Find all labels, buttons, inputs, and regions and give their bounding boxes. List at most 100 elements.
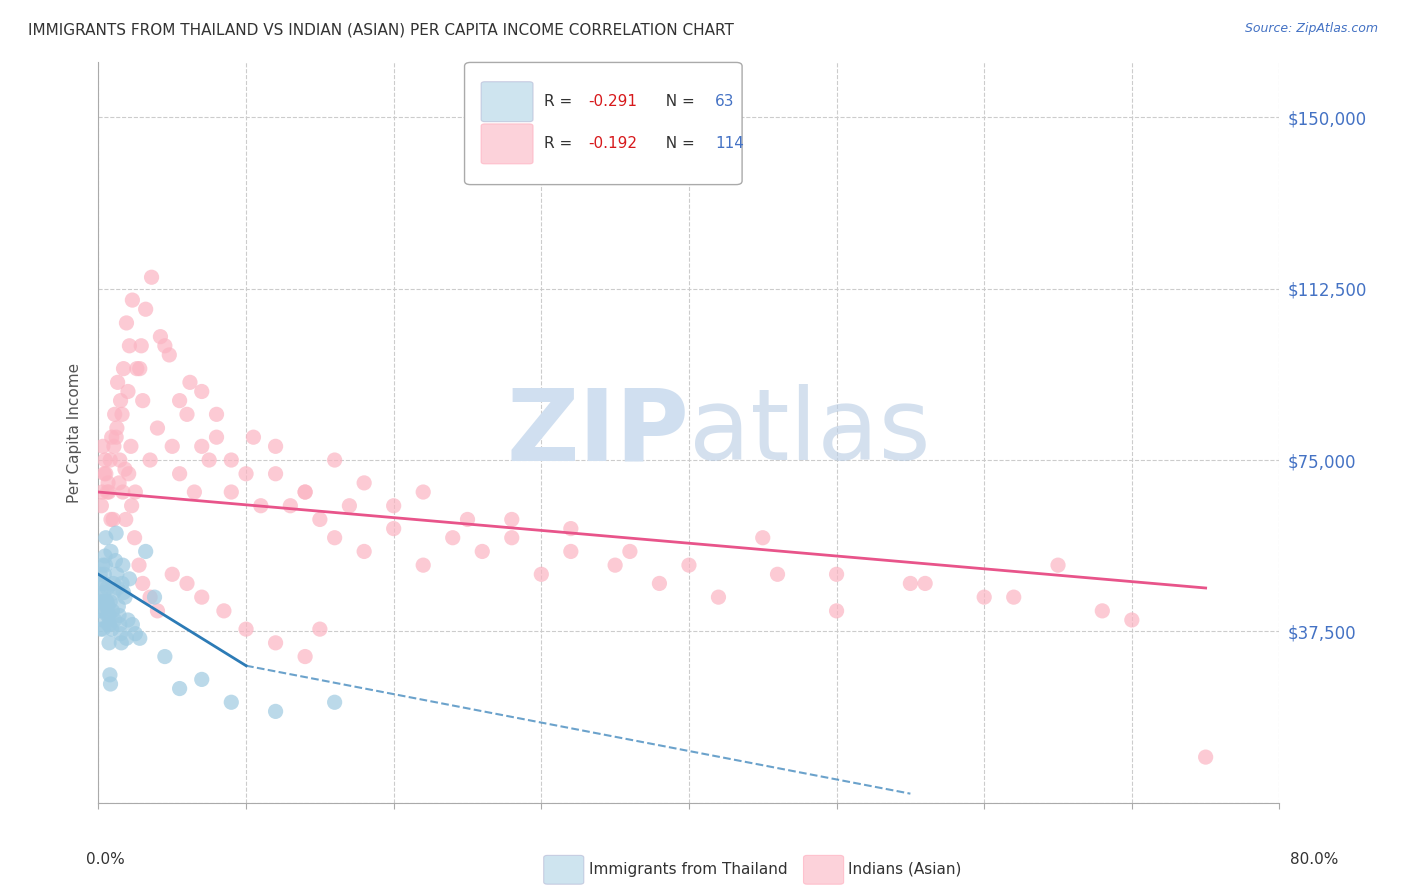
Point: [93, 567, 115, 582]
Point: [94, 549, 117, 563]
Point: [121, 293, 143, 307]
Text: 0.0%: 0.0%: [86, 852, 125, 867]
Point: [560, 544, 582, 558]
Point: [235, 622, 257, 636]
Text: Immigrants from Thailand: Immigrants from Thailand: [589, 862, 787, 877]
Point: [108, 475, 131, 490]
Point: [90, 590, 112, 604]
Point: [93, 595, 115, 609]
Point: [121, 617, 143, 632]
Point: [108, 617, 131, 632]
Text: R =: R =: [544, 95, 576, 109]
Point: [825, 567, 848, 582]
FancyBboxPatch shape: [544, 855, 583, 884]
Point: [107, 376, 129, 390]
Point: [153, 339, 176, 353]
Point: [97, 608, 120, 623]
Point: [129, 339, 152, 353]
Point: [105, 430, 128, 444]
Point: [1195, 750, 1218, 764]
FancyBboxPatch shape: [803, 855, 844, 884]
Point: [280, 499, 302, 513]
Point: [212, 604, 235, 618]
Point: [605, 558, 627, 573]
Point: [94, 453, 117, 467]
Point: [104, 553, 127, 567]
Point: [294, 649, 316, 664]
Point: [91, 613, 114, 627]
Point: [112, 361, 135, 376]
Point: [766, 567, 789, 582]
Point: [108, 608, 131, 623]
Point: [221, 695, 243, 709]
Point: [91, 485, 114, 500]
Point: [191, 439, 214, 453]
Point: [501, 531, 523, 545]
Point: [114, 462, 136, 476]
Point: [107, 599, 129, 614]
Point: [111, 576, 134, 591]
Point: [264, 439, 287, 453]
Point: [97, 599, 120, 614]
Point: [101, 604, 124, 618]
Point: [412, 558, 434, 573]
Point: [471, 544, 494, 558]
Point: [96, 485, 118, 500]
Point: [90, 499, 112, 513]
Point: [294, 485, 316, 500]
Point: [105, 567, 128, 582]
Point: [128, 361, 150, 376]
Point: [96, 581, 118, 595]
Point: [973, 590, 995, 604]
Point: [242, 430, 264, 444]
Point: [96, 595, 118, 609]
Point: [141, 270, 163, 285]
Point: [205, 408, 228, 422]
Point: [139, 590, 162, 604]
Text: Indians (Asian): Indians (Asian): [848, 862, 962, 877]
Point: [169, 467, 191, 481]
Point: [162, 439, 183, 453]
Point: [103, 439, 125, 453]
Point: [104, 613, 127, 627]
Point: [91, 576, 114, 591]
Point: [124, 626, 146, 640]
Point: [235, 467, 257, 481]
Point: [114, 590, 136, 604]
Point: [146, 421, 169, 435]
Point: [221, 453, 243, 467]
Point: [117, 613, 139, 627]
Point: [183, 485, 205, 500]
Point: [111, 408, 134, 422]
FancyBboxPatch shape: [481, 124, 533, 164]
Point: [1121, 613, 1143, 627]
Point: [125, 361, 148, 376]
Point: [91, 622, 114, 636]
Point: [111, 558, 134, 573]
Point: [353, 544, 375, 558]
Point: [914, 576, 936, 591]
Point: [89, 604, 111, 618]
Point: [118, 339, 141, 353]
Text: -0.192: -0.192: [589, 136, 637, 152]
Point: [91, 439, 114, 453]
Point: [205, 430, 228, 444]
Text: N =: N =: [655, 136, 700, 152]
Point: [339, 499, 361, 513]
Point: [294, 485, 316, 500]
Point: [117, 384, 139, 399]
Point: [97, 608, 120, 623]
Point: [264, 467, 287, 481]
Point: [169, 681, 191, 696]
Point: [118, 467, 141, 481]
Point: [132, 576, 155, 591]
Point: [176, 408, 198, 422]
Point: [105, 526, 128, 541]
Point: [91, 558, 114, 573]
Point: [264, 705, 287, 719]
Point: [107, 581, 129, 595]
Text: ZIP: ZIP: [506, 384, 689, 481]
Point: [100, 544, 122, 558]
Point: [162, 567, 183, 582]
Point: [93, 585, 115, 599]
